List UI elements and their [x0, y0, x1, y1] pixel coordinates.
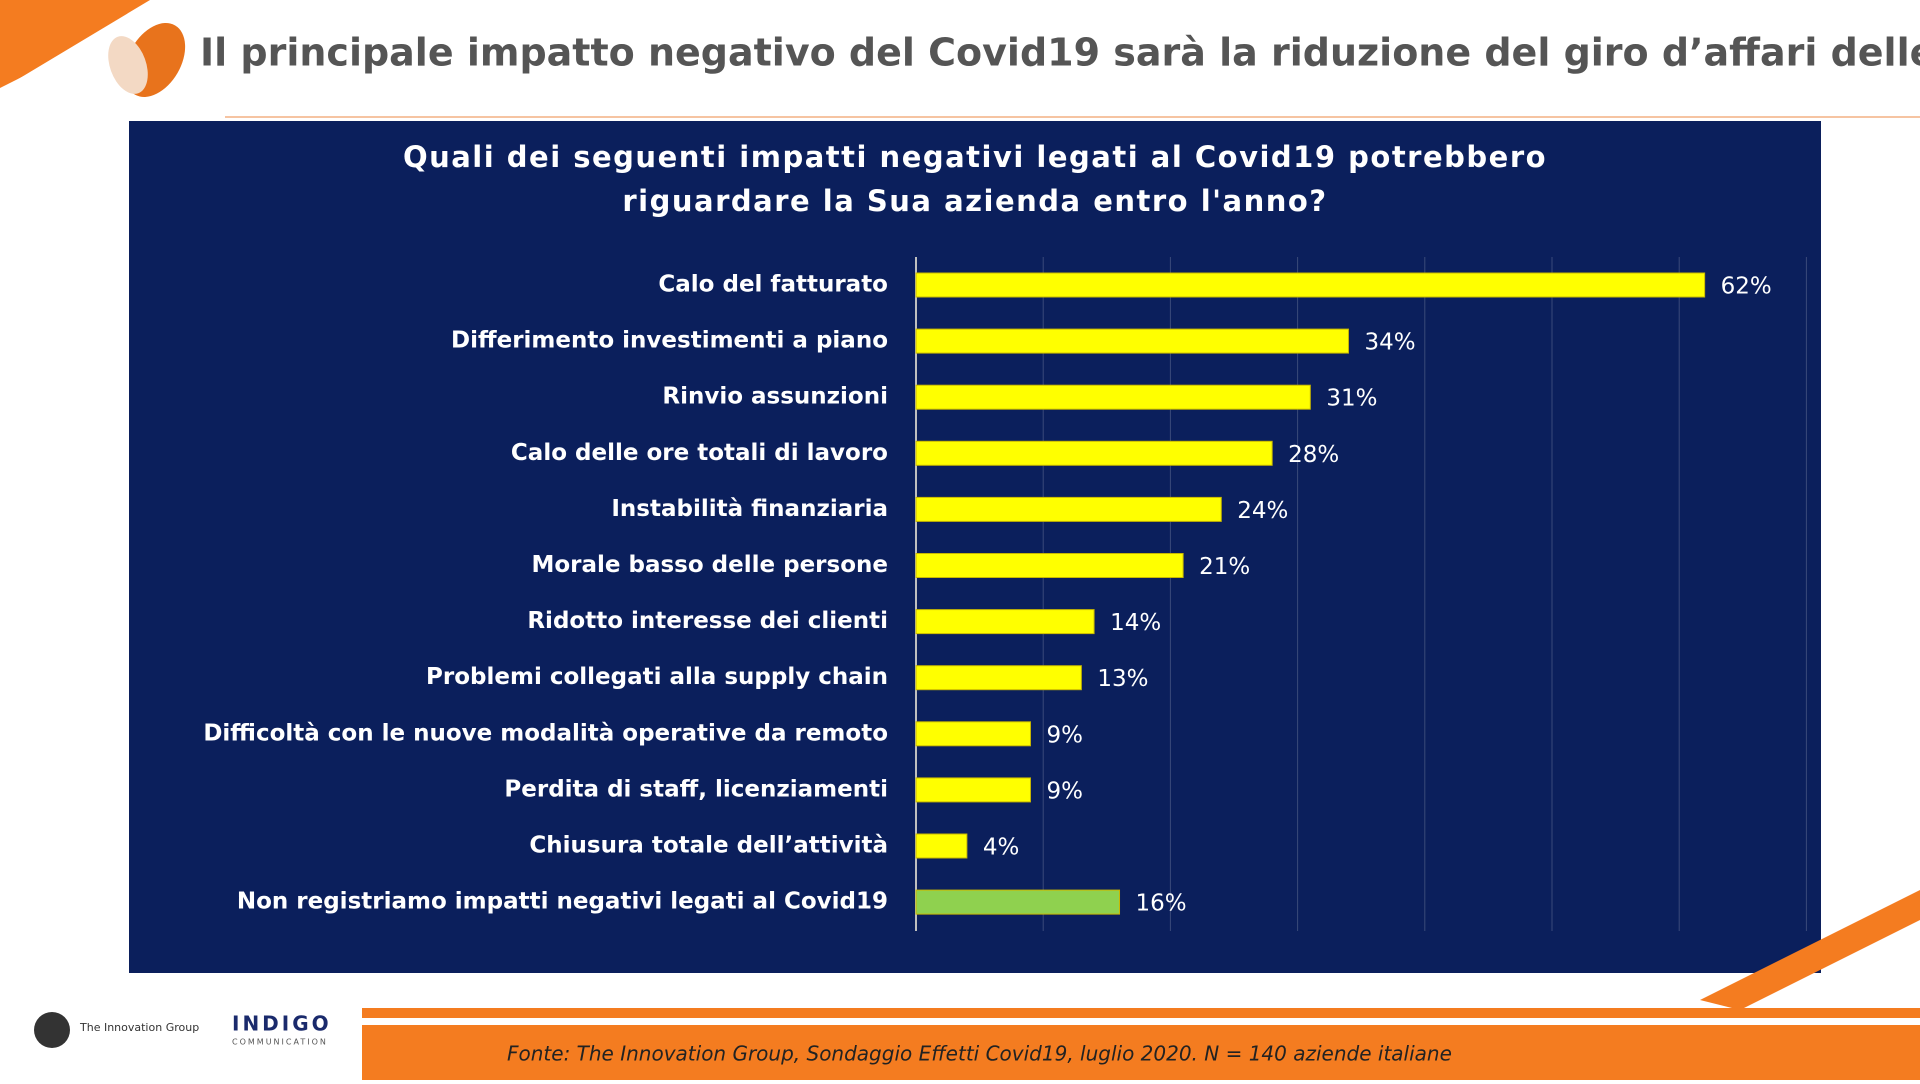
- category-label: Chiusura totale dell’attività: [529, 833, 888, 859]
- bar: [915, 272, 1706, 298]
- value-label: 14%: [1110, 610, 1161, 636]
- corner-stripe: [0, 0, 190, 100]
- value-label: 34%: [1364, 330, 1415, 356]
- bar: [915, 328, 1349, 354]
- slide-title: Il principale impatto negativo del Covid…: [200, 31, 1920, 75]
- category-label: Calo delle ore totali di lavoro: [511, 440, 888, 466]
- category-label: Perdita di staff, licenziamenti: [504, 776, 888, 802]
- chart-panel: [129, 121, 1821, 973]
- logo-right-sub: COMMUNICATION: [232, 1038, 328, 1047]
- value-label: 16%: [1136, 891, 1187, 917]
- source-note: Fonte: The Innovation Group, Sondaggio E…: [507, 1042, 1452, 1066]
- bar: [915, 440, 1273, 466]
- value-label: 9%: [1046, 722, 1083, 748]
- chart: Quali dei seguenti impatti negativi lega…: [203, 140, 1807, 931]
- category-label: Non registriamo impatti negativi legati …: [237, 889, 888, 915]
- bar: [915, 609, 1095, 635]
- bar: [915, 384, 1311, 410]
- value-label: 21%: [1199, 554, 1250, 580]
- bar: [915, 721, 1031, 747]
- category-label: Differimento investimenti a piano: [451, 328, 888, 354]
- value-label: 24%: [1237, 498, 1288, 524]
- category-label: Rinvio assunzioni: [662, 384, 888, 410]
- value-label: 62%: [1721, 274, 1772, 300]
- value-label: 13%: [1097, 666, 1148, 692]
- bar: [915, 777, 1031, 803]
- category-label: Morale basso delle persone: [531, 552, 888, 578]
- category-label: Difficoltà con le nuove modalità operati…: [203, 720, 888, 746]
- footer-stripe: [362, 1008, 1920, 1018]
- value-label: 31%: [1326, 386, 1377, 412]
- bar: [915, 665, 1082, 691]
- logo-left: The Innovation Group: [79, 1021, 199, 1034]
- category-label: Ridotto interesse dei clienti: [527, 608, 888, 634]
- value-label: 28%: [1288, 442, 1339, 468]
- category-label: Problemi collegati alla supply chain: [426, 664, 888, 690]
- value-label: 9%: [1046, 778, 1083, 804]
- corner-deco: [0, 0, 150, 90]
- chart-title: riguardare la Sua azienda entro l'anno?: [622, 184, 1327, 218]
- butterfly: [108, 23, 186, 97]
- logo-right: INDIGO: [232, 1012, 332, 1036]
- bar: [915, 833, 968, 859]
- category-label: Instabilità finanziaria: [611, 496, 888, 522]
- bar: [915, 889, 1121, 915]
- footer-band: [362, 1025, 1920, 1080]
- value-label: 4%: [983, 835, 1020, 861]
- stripe-deco: [1700, 890, 1920, 1010]
- category-label: Calo del fatturato: [658, 272, 888, 298]
- logo-icon: [34, 1012, 70, 1048]
- chart-title: Quali dei seguenti impatti negativi lega…: [403, 140, 1547, 174]
- bar: [915, 496, 1222, 522]
- bar: [915, 553, 1184, 578]
